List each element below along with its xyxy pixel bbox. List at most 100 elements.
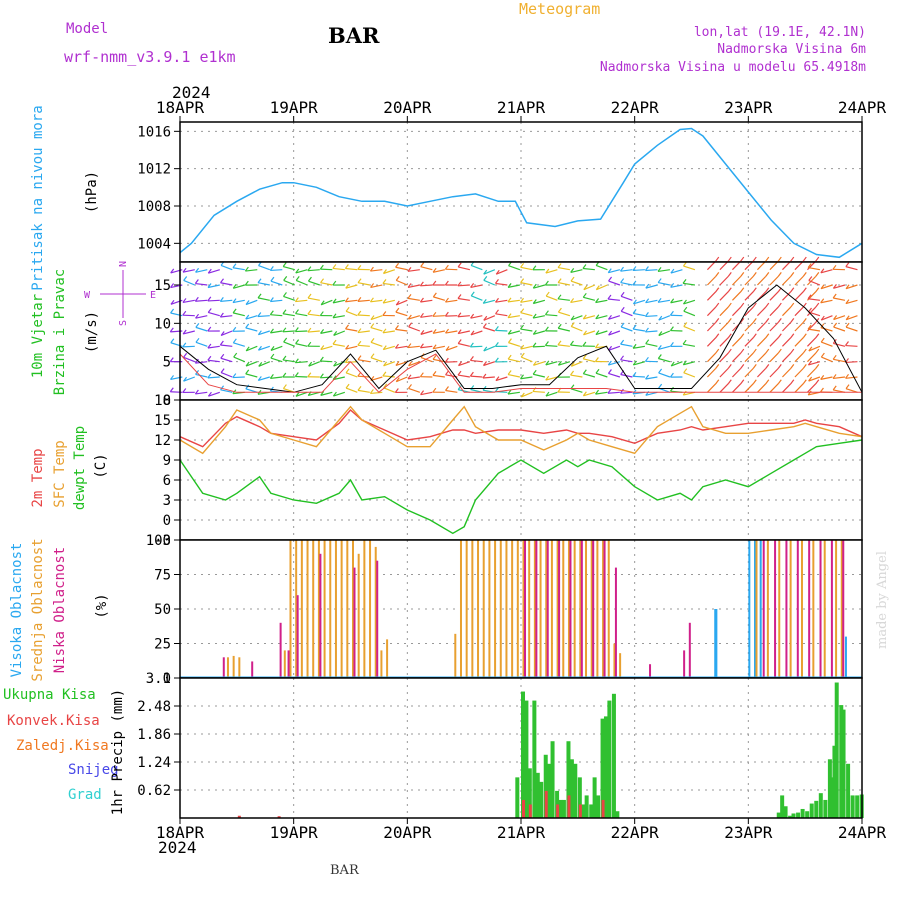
- wind-barb: [706, 291, 717, 301]
- wind-barb: [320, 282, 333, 286]
- wind-barb: [333, 330, 346, 336]
- pressure-line: [179, 127, 863, 259]
- cloud-mid-bar: [494, 540, 497, 678]
- cloud-low-bar: [524, 540, 526, 678]
- wind-barb-flag: [845, 384, 850, 390]
- cloud-mid-bar: [363, 540, 366, 678]
- precip-total-bar: [846, 763, 851, 818]
- wind-barb-flag: [832, 264, 837, 270]
- wind-barb-flag: [507, 370, 512, 375]
- year-bottom: 2024: [158, 838, 197, 857]
- wind-barb-flag: [557, 307, 562, 313]
- wind-barb: [808, 345, 821, 352]
- wind-barb-flag: [844, 341, 849, 346]
- wind-barb: [845, 299, 858, 305]
- wind-barb: [769, 367, 779, 378]
- model-label: Model: [66, 21, 108, 37]
- wind-barb-flag: [220, 353, 225, 359]
- model-elevation-label: Nadmorska Visina u modelu 65.4918m: [600, 60, 866, 75]
- wind-barb: [645, 269, 658, 272]
- wind-barb: [683, 372, 696, 378]
- wind-barb: [383, 387, 396, 393]
- wind-barb-flag: [432, 328, 437, 334]
- wind-barb: [570, 269, 583, 273]
- wind-barb: [383, 299, 395, 304]
- time-tick-label: 24APR: [838, 823, 887, 842]
- wind-barb: [620, 343, 633, 347]
- precip-total-bar: [814, 800, 819, 818]
- wind-barb: [769, 383, 779, 393]
- wind-barb-flag: [394, 325, 399, 330]
- wind-barb-flag: [270, 346, 275, 351]
- wind-barb-flag: [820, 315, 825, 321]
- compass-w: W: [84, 290, 91, 301]
- wind-barb: [258, 330, 270, 336]
- precip-conv-bar: [578, 804, 582, 818]
- wind-barb: [571, 361, 583, 367]
- wind-barb: [207, 376, 220, 379]
- wind-barb: [182, 299, 195, 304]
- wind-barb: [307, 330, 320, 333]
- wind-barb-flag: [370, 353, 375, 359]
- wind-barb: [270, 345, 283, 351]
- wind-barb-flag: [740, 364, 745, 369]
- wind-barb-flag: [470, 283, 475, 288]
- wind-barb: [731, 352, 742, 363]
- cloud-high-bar: [759, 540, 762, 678]
- wind-barb: [395, 266, 408, 271]
- cloud-mid-bar: [545, 540, 548, 678]
- wind-barb-flag: [670, 361, 675, 367]
- wind-barb: [383, 361, 396, 367]
- wind-barb: [558, 311, 571, 317]
- wind-barb-flag: [469, 356, 474, 361]
- wind-barb-flag: [790, 318, 795, 323]
- wind-barb: [220, 264, 233, 271]
- wind-barb: [532, 390, 545, 393]
- wind-barb-flag: [269, 266, 274, 271]
- wind-barb-flag: [520, 392, 525, 398]
- cloud-unit: (%): [94, 593, 110, 618]
- wind-barb-flag: [345, 283, 350, 289]
- dewpoint-line: [179, 439, 863, 535]
- wind-barb: [570, 374, 583, 378]
- wind-barb: [719, 275, 729, 286]
- wind-barb: [769, 337, 779, 347]
- y-tick-label: -3: [154, 533, 171, 549]
- wind-barb-flag: [170, 283, 175, 288]
- wind-barb: [507, 299, 520, 303]
- wind-barb-flag: [257, 293, 262, 299]
- wind-barb-flag: [370, 315, 375, 320]
- wind-barb-flag: [294, 297, 299, 302]
- wind-barb-flag: [282, 262, 287, 267]
- wind-barb-flag: [344, 297, 349, 303]
- wind-barb-flag: [520, 344, 525, 350]
- wind-barb-flag: [815, 348, 820, 354]
- wind-barb: [245, 269, 258, 272]
- wind-barb: [482, 376, 495, 379]
- wind-barb-flag: [808, 307, 812, 313]
- wind-barb: [357, 330, 370, 334]
- wind-barb-flag: [483, 361, 487, 366]
- wind-barb-flag: [645, 339, 650, 345]
- footer-station: BAR: [330, 863, 360, 878]
- wind-barb: [370, 284, 383, 289]
- cloud-mid-bar: [312, 540, 315, 678]
- wind-barb: [345, 299, 358, 303]
- wind-barb: [207, 359, 220, 363]
- wind-barb: [182, 345, 195, 348]
- wind-barb: [270, 314, 283, 317]
- wind-barb-flag: [333, 331, 338, 336]
- wind-barb-flag: [765, 364, 770, 369]
- wind-barb: [719, 337, 729, 347]
- wind-barb-flag: [207, 355, 212, 361]
- wind-barb: [320, 345, 333, 351]
- y-tick-label: 1012: [137, 162, 171, 178]
- wind-barb-flag: [545, 360, 550, 366]
- wind-barb: [408, 315, 421, 320]
- bottom-time-ticks: 18APR 19APR 20APR 21APR 22APR 23APR 24APR: [156, 818, 887, 842]
- wind-barb-flag: [395, 361, 400, 366]
- wind-barb-flag: [777, 333, 782, 339]
- wind-barb-flag: [620, 306, 625, 312]
- wind-barb: [420, 345, 433, 349]
- wind-barb: [233, 356, 246, 363]
